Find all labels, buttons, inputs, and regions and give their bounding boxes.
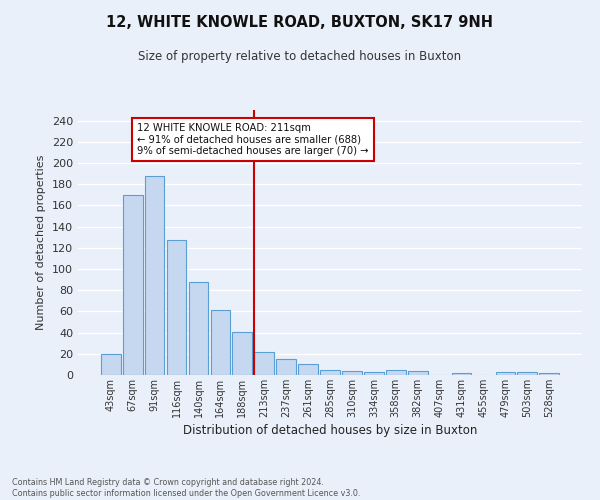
Bar [101, 354, 121, 375]
Bar [211, 310, 230, 375]
Bar [517, 372, 537, 375]
Text: Size of property relative to detached houses in Buxton: Size of property relative to detached ho… [139, 50, 461, 63]
Text: 12 WHITE KNOWLE ROAD: 211sqm
← 91% of detached houses are smaller (688)
9% of se: 12 WHITE KNOWLE ROAD: 211sqm ← 91% of de… [137, 122, 368, 156]
Bar [539, 373, 559, 375]
Bar [452, 373, 472, 375]
Bar [408, 371, 428, 375]
Bar [342, 371, 362, 375]
Text: Contains HM Land Registry data © Crown copyright and database right 2024.
Contai: Contains HM Land Registry data © Crown c… [12, 478, 361, 498]
Text: 12, WHITE KNOWLE ROAD, BUXTON, SK17 9NH: 12, WHITE KNOWLE ROAD, BUXTON, SK17 9NH [107, 15, 493, 30]
Bar [254, 352, 274, 375]
Bar [188, 282, 208, 375]
Bar [298, 364, 318, 375]
X-axis label: Distribution of detached houses by size in Buxton: Distribution of detached houses by size … [183, 424, 477, 437]
Bar [232, 332, 252, 375]
Bar [123, 195, 143, 375]
Bar [167, 240, 187, 375]
Bar [276, 359, 296, 375]
Bar [145, 176, 164, 375]
Y-axis label: Number of detached properties: Number of detached properties [37, 155, 46, 330]
Bar [496, 372, 515, 375]
Bar [320, 370, 340, 375]
Bar [364, 372, 384, 375]
Bar [386, 370, 406, 375]
